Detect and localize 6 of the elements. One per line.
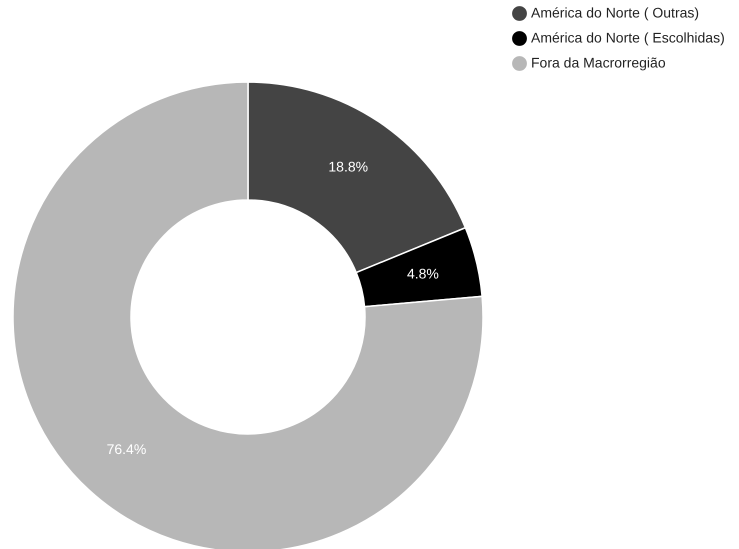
legend-label: Fora da Macrorregião	[531, 54, 666, 70]
legend-label: América do Norte ( Outras)	[531, 4, 700, 20]
data-label: 4.8%	[406, 265, 439, 282]
data-label: 18.8%	[328, 158, 368, 174]
data-label: 76.4%	[106, 440, 146, 457]
legend-label: América do Norte ( Escolhidas)	[531, 30, 725, 46]
